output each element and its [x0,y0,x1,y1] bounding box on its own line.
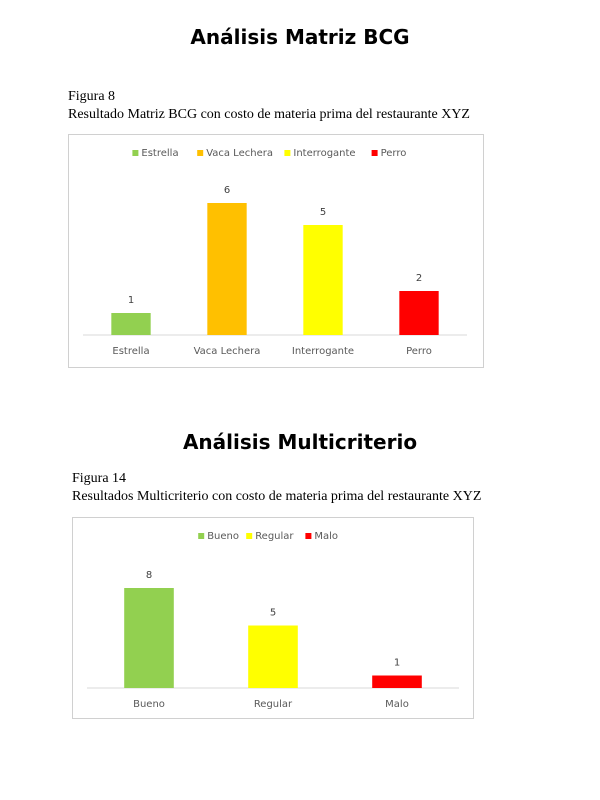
bcg-data-label-3: 2 [416,273,422,284]
section-title-bcg: Análisis Matriz BCG [190,25,410,49]
bcg-bar-1 [207,203,247,335]
legend-label-2: Interrogante [293,148,355,159]
legend-label-3: Perro [381,148,407,159]
legend-swatch-1 [246,533,253,539]
bcg-bar-chart: Estrella Vaca Lechera Interrogante Perro 1 Es… [83,148,467,357]
multi-data-label-0: 8 [146,570,152,581]
multi-tick-label-0: Bueno [133,699,165,710]
legend-swatch-3 [371,150,378,156]
multi-bar-2 [372,675,422,688]
bcg-chart-frame: Estrella Vaca Lechera Interrogante Perro 1 Es… [68,134,484,368]
bcg-tick-label-3: Perro [406,346,432,357]
legend-label-1: Vaca Lechera [206,148,273,159]
multi-bar-0 [124,588,174,688]
bcg-data-label-0: 1 [128,295,134,306]
multi-bar-1 [248,625,298,688]
legend-swatch-1 [197,150,204,156]
legend-label-0: Estrella [141,148,178,159]
legend-label-1: Regular [255,531,294,542]
multi-tick-label-1: Regular [254,699,293,710]
legend-swatch-2 [284,150,291,156]
figure-number-14: Figura 14 [72,471,127,486]
bcg-data-label-2: 5 [320,207,326,218]
bcg-bar-3 [399,291,439,335]
legend-label-2: Malo [314,531,338,542]
legend-label-0: Bueno [207,531,239,542]
legend-swatch-2 [305,533,312,539]
multi-data-label-2: 1 [394,658,400,669]
multi-data-label-1: 5 [270,608,276,619]
multicriterio-chart-frame: Bueno Regular Malo 8 Bueno 5 Regular 1 Malo [72,517,474,719]
legend-swatch-0 [198,533,205,539]
legend-swatch-0 [132,150,139,156]
section-title-multicriterio: Análisis Multicriterio [182,430,418,454]
bcg-bar-0 [111,313,151,335]
multi-tick-label-2: Malo [385,699,409,710]
figure-number-8: Figura 8 [68,89,116,104]
figure-caption-14: Resultados Multicriterio con costo de ma… [72,489,482,504]
bcg-bar-2 [303,225,343,335]
bcg-tick-label-0: Estrella [112,346,149,357]
figure-caption-8: Resultado Matriz BCG con costo de materi… [68,107,470,122]
bcg-data-label-1: 6 [224,185,230,196]
multicriterio-bar-chart: Bueno Regular Malo 8 Bueno 5 Regular 1 Malo [87,531,459,710]
bcg-tick-label-2: Interrogante [292,346,354,357]
bcg-tick-label-1: Vaca Lechera [194,346,261,357]
